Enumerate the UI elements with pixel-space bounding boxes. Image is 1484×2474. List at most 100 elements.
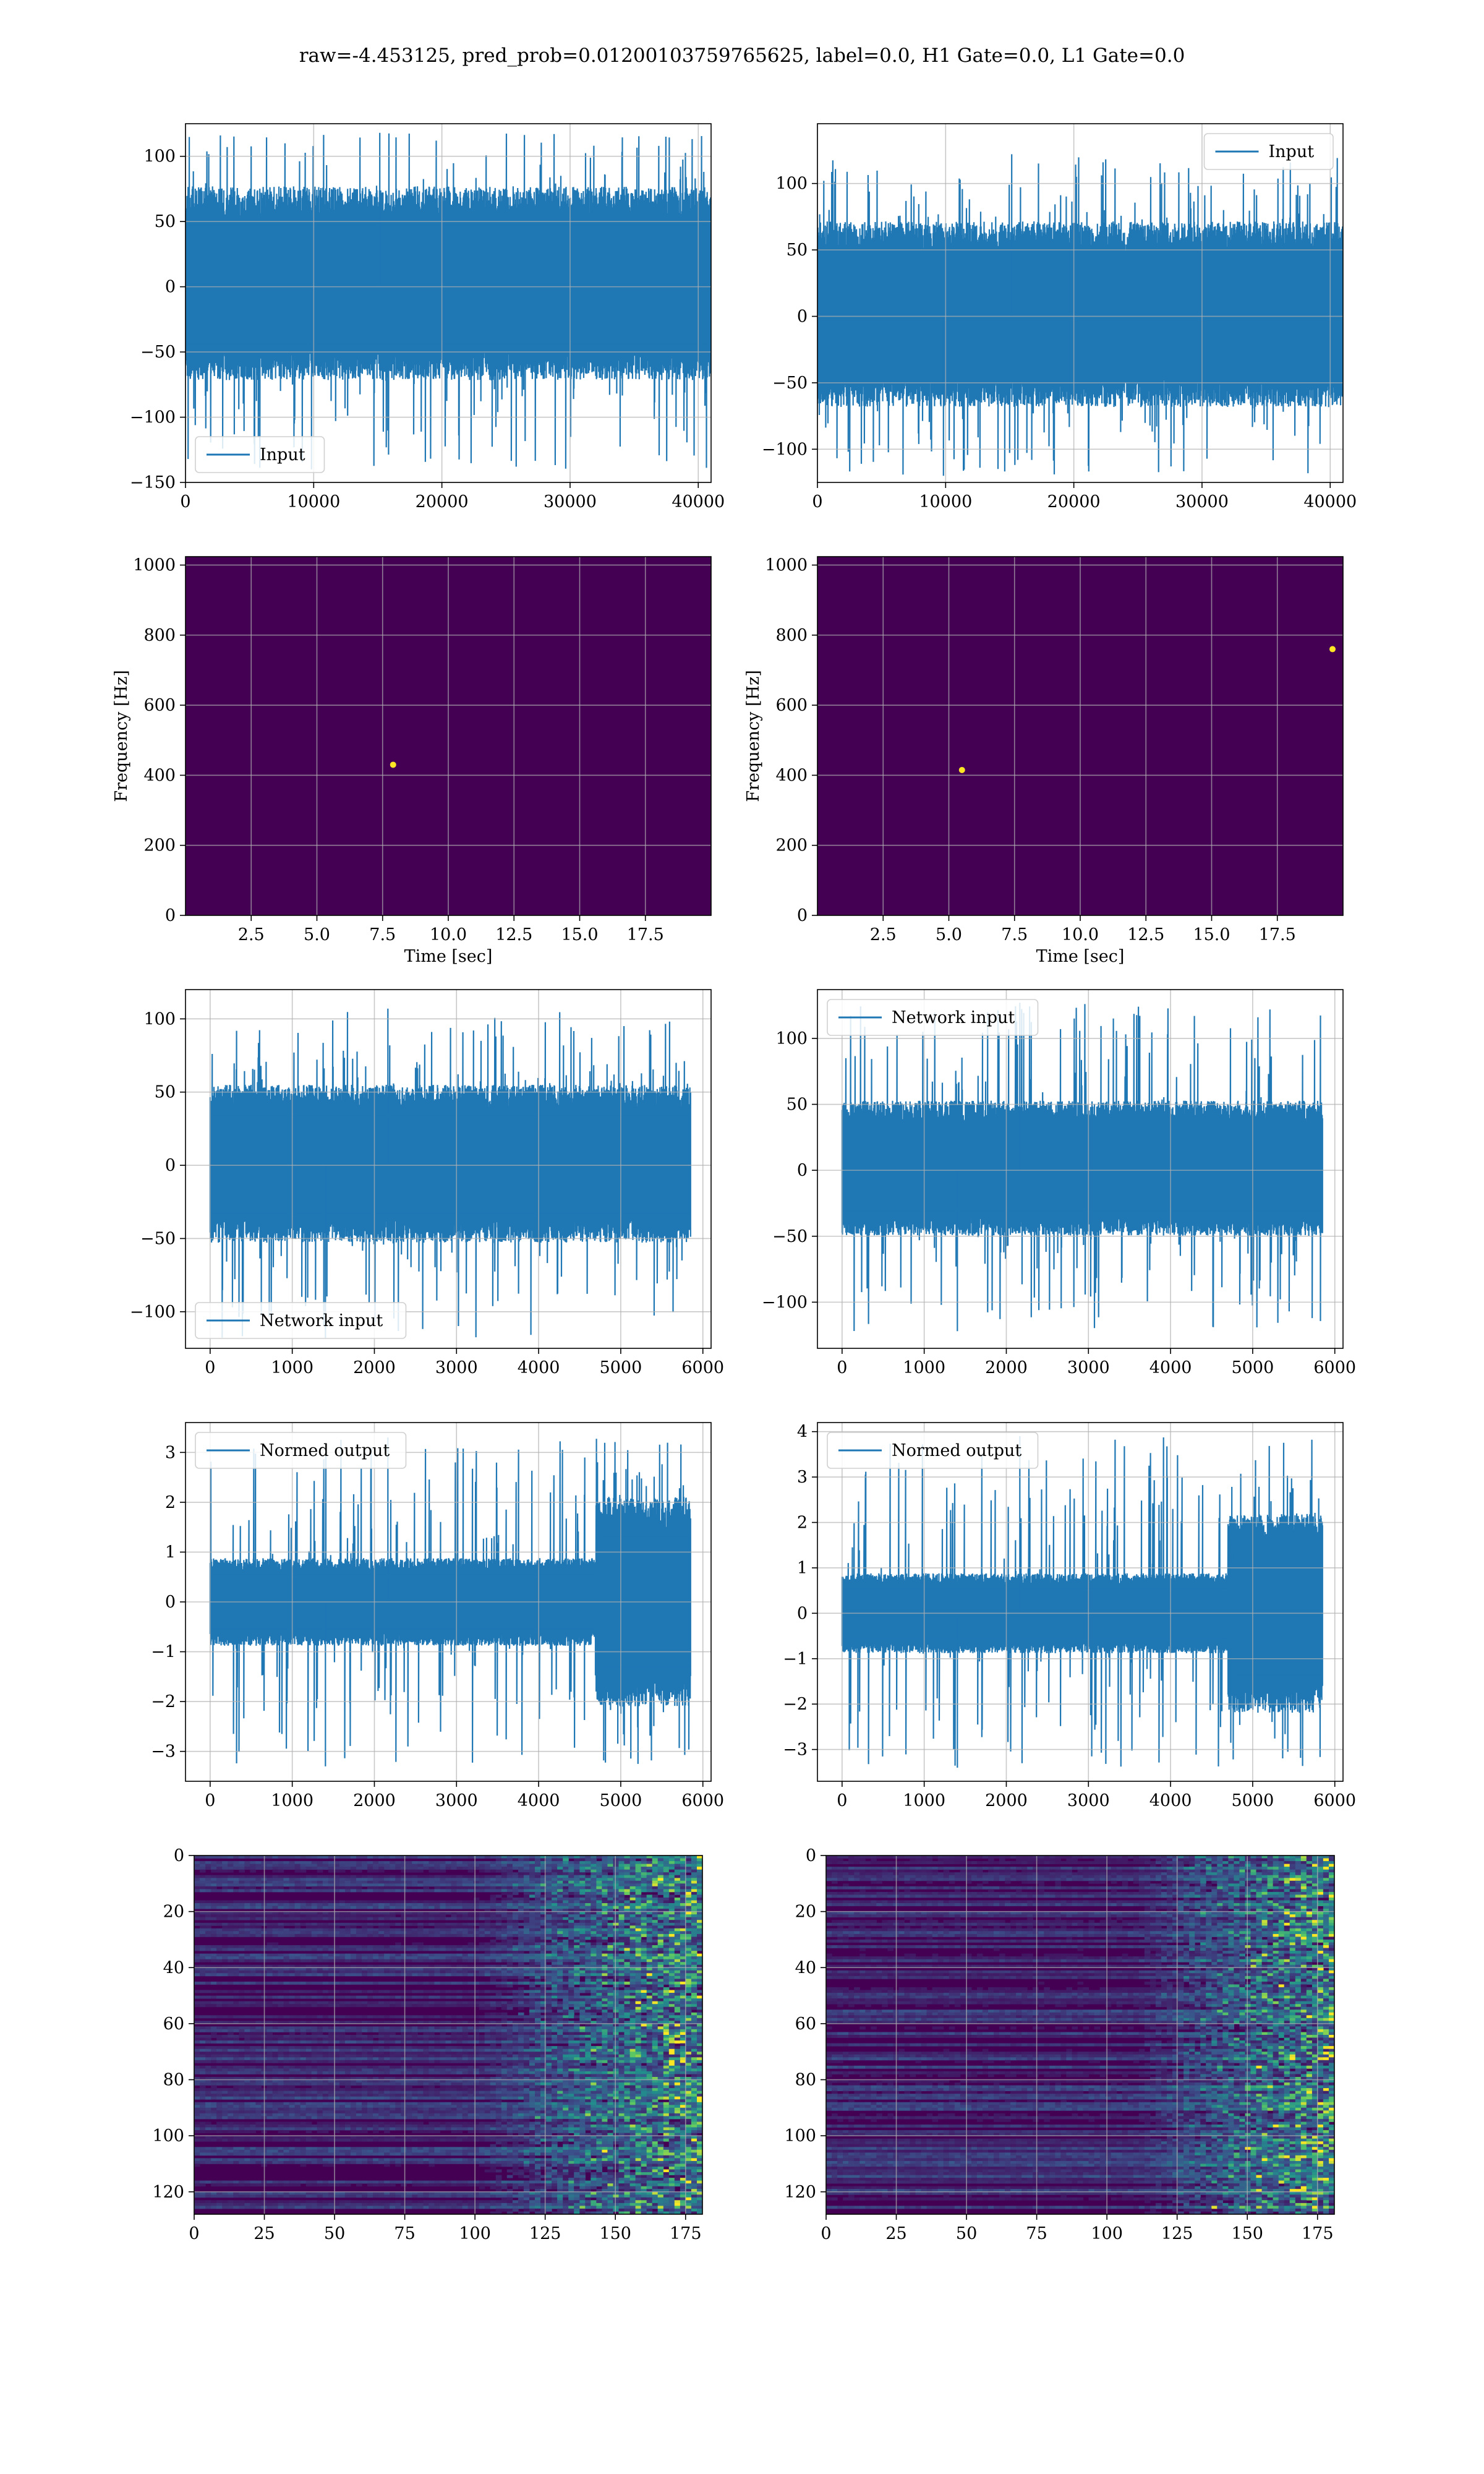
net-l1-xtick-label: 1000 bbox=[903, 1358, 945, 1377]
raw-h1-ytick-label: 50 bbox=[155, 212, 176, 231]
norm-h1-axes: 0 1000 2000 3000 4000 5000 6000 −3 −2 −1 0 1 2 3 Norme… bbox=[151, 1422, 724, 1810]
spec-l1-xlabel: Time [sec] bbox=[1036, 947, 1125, 966]
spec-h1-ytick-label: 0 bbox=[165, 906, 176, 925]
raw-l1-ytick-label: 50 bbox=[787, 241, 808, 260]
spec-h1-xtick-label: 7.5 bbox=[369, 925, 396, 944]
norm-l1-ytick-label: 3 bbox=[797, 1468, 808, 1487]
spec-h1-xtick-label: 2.5 bbox=[238, 925, 265, 944]
spec-h1-ytick-label: 200 bbox=[143, 836, 176, 855]
net-h1-ytick-label: 0 bbox=[165, 1156, 176, 1175]
feat-h1-ytick-label: 20 bbox=[163, 1903, 184, 1922]
feat-h1-xtick-label: 175 bbox=[670, 2224, 702, 2243]
norm-h1-ytick-label: 2 bbox=[165, 1493, 176, 1512]
norm-l1-legend-label: Normed output bbox=[892, 1441, 1021, 1460]
feat-l1-axes: 0 25 50 75 100 125 150 175 0 20 40 60 80 100 120 bbox=[784, 1846, 1335, 2243]
net-l1-ytick-label: −50 bbox=[772, 1227, 808, 1246]
feat-l1-xtick-label: 175 bbox=[1302, 2224, 1334, 2243]
norm-h1-xtick-label: 0 bbox=[205, 1791, 215, 1810]
spec-l1-ytick-label: 200 bbox=[775, 836, 808, 855]
feat-h1-xtick-label: 0 bbox=[189, 2224, 199, 2243]
raw-l1-plot-area bbox=[817, 154, 1343, 476]
raw-l1-ytick-label: −50 bbox=[772, 374, 808, 393]
feat-l1-xtick-label: 75 bbox=[1026, 2224, 1047, 2243]
raw-l1-ytick-label: 100 bbox=[775, 174, 808, 194]
net-h1-xtick-label: 1000 bbox=[271, 1358, 313, 1377]
raw-h1-ytick-label: 0 bbox=[165, 278, 176, 297]
net-l1-xtick-label: 6000 bbox=[1313, 1358, 1356, 1377]
norm-l1-ytick-label: 2 bbox=[797, 1513, 808, 1533]
feat-l1-xtick-label: 100 bbox=[1091, 2224, 1123, 2243]
feat-h1-ytick-label: 80 bbox=[163, 2071, 184, 2090]
spec-h1-ytick-label: 800 bbox=[143, 626, 176, 645]
spec-l1-xtick-label: 15.0 bbox=[1193, 925, 1230, 944]
raw-h1-ytick-label: 100 bbox=[143, 147, 176, 166]
norm-l1-frame bbox=[817, 1422, 1344, 1782]
net-l1-axes: 0 1000 2000 3000 4000 5000 6000 −100 −50 0 50 100 Ne… bbox=[762, 989, 1356, 1377]
spec-l1-xtick-label: 5.0 bbox=[936, 925, 962, 944]
raw-h1-xtick-label: 40000 bbox=[672, 492, 725, 511]
feat-l1-ytick-label: 100 bbox=[784, 2126, 816, 2146]
feat-l1-frame bbox=[825, 1855, 1335, 2215]
raw-l1-xtick-label: 0 bbox=[812, 492, 822, 511]
feat-h1-ytick-label: 60 bbox=[163, 2014, 184, 2034]
feat-l1-ytick-label: 60 bbox=[795, 2014, 816, 2034]
feat-l1-plot-area bbox=[826, 1856, 1334, 2214]
norm-h1-xtick-label: 3000 bbox=[435, 1791, 478, 1810]
norm-h1-ytick-label: 1 bbox=[165, 1543, 176, 1562]
spec-l1-hotspot bbox=[958, 766, 965, 773]
net-l1-ytick-label: 50 bbox=[787, 1095, 808, 1115]
raw-h1-ytick-label: −100 bbox=[130, 408, 176, 427]
raw-h1-ytick-label: −50 bbox=[140, 343, 176, 362]
net-h1-legend-label: Network input bbox=[260, 1311, 383, 1330]
raw-h1-legend-label: Input bbox=[260, 445, 305, 464]
spec-l1-xtick-label: 7.5 bbox=[1001, 925, 1028, 944]
feat-h1-ytick-label: 0 bbox=[174, 1846, 184, 1865]
spec-h1-ytick-label: 400 bbox=[143, 766, 176, 785]
spec-l1-xtick-label: 17.5 bbox=[1259, 925, 1296, 944]
norm-l1-xtick-label: 3000 bbox=[1067, 1791, 1110, 1810]
net-h1-xtick-label: 0 bbox=[205, 1358, 215, 1377]
norm-l1-ytick-label: 1 bbox=[797, 1559, 808, 1578]
raw-h1-legend: Input bbox=[195, 436, 325, 473]
raw-l1-ytick-label: −100 bbox=[762, 440, 808, 459]
feat-h1-ytick-label: 100 bbox=[152, 2126, 184, 2146]
raw-l1-legend-label: Input bbox=[1269, 142, 1315, 161]
net-h1-xtick-label: 2000 bbox=[353, 1358, 396, 1377]
spec-l1-hotspot bbox=[1329, 646, 1336, 653]
spec-h1-xtick-label: 10.0 bbox=[430, 925, 467, 944]
net-h1-ytick-label: −100 bbox=[130, 1303, 176, 1322]
net-l1-plot-area bbox=[841, 1003, 1323, 1332]
feat-h1-axes: 0 25 50 75 100 125 150 175 0 20 40 60 80 100 120 bbox=[152, 1846, 703, 2243]
feat-h1-plot-area bbox=[194, 1856, 702, 2214]
spec-l1-ytick-label: 0 bbox=[797, 906, 808, 925]
feat-l1-xtick-label: 25 bbox=[885, 2224, 906, 2243]
spec-h1-xlabel: Time [sec] bbox=[404, 947, 493, 966]
raw-h1-xtick-label: 30000 bbox=[544, 492, 597, 511]
raw-l1-axes: 0 10000 20000 30000 40000 −100 −50 0 50 100 Input bbox=[762, 123, 1357, 511]
feat-h1-frame bbox=[194, 1855, 703, 2215]
net-h1-axes: 0 1000 2000 3000 4000 5000 6000 −100 −50 0 50 100 Ne… bbox=[130, 989, 724, 1377]
net-l1-xtick-label: 4000 bbox=[1149, 1358, 1192, 1377]
feat-l1-xtick-label: 0 bbox=[821, 2224, 831, 2243]
net-l1-series-core bbox=[842, 1127, 1323, 1211]
spec-l1-ytick-label: 1000 bbox=[765, 556, 808, 575]
feat-h1-xtick-label: 25 bbox=[254, 2224, 275, 2243]
raw-h1-xtick-label: 20000 bbox=[416, 492, 469, 511]
net-l1-ytick-label: −100 bbox=[762, 1293, 808, 1312]
norm-h1-ytick-label: −1 bbox=[151, 1643, 176, 1662]
raw-h1-xtick-label: 10000 bbox=[287, 492, 340, 511]
feat-l1-ytick-label: 80 bbox=[795, 2071, 816, 2090]
norm-h1-ytick-label: 0 bbox=[165, 1593, 176, 1612]
norm-l1-legend: Normed output bbox=[827, 1432, 1039, 1469]
norm-h1-ytick-label: 3 bbox=[165, 1443, 176, 1462]
spec-l1-ytick-label: 400 bbox=[775, 766, 808, 785]
norm-l1-ytick-label: 0 bbox=[797, 1604, 808, 1623]
net-l1-xtick-label: 5000 bbox=[1232, 1358, 1274, 1377]
norm-h1-ytick-label: −2 bbox=[151, 1692, 176, 1711]
feat-h1-xtick-label: 150 bbox=[599, 2224, 631, 2243]
feat-h1-ytick-label: 40 bbox=[163, 1958, 184, 1977]
spec-l1-xtick-label: 12.5 bbox=[1127, 925, 1164, 944]
spec-h1-ytick-label: 1000 bbox=[133, 556, 176, 575]
raw-l1-xtick-label: 20000 bbox=[1047, 492, 1101, 511]
